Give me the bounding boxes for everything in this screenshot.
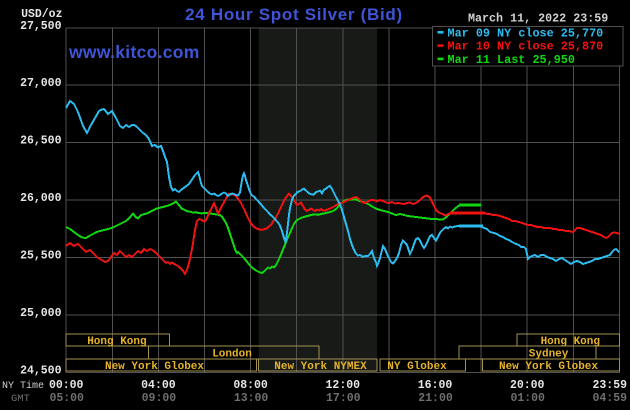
svg-text:25,500: 25,500 <box>20 250 62 263</box>
svg-text:00:00: 00:00 <box>49 379 84 392</box>
svg-text:Mar 11 Last 25,950: Mar 11 Last 25,950 <box>448 53 575 67</box>
svg-text:New York Globex: New York Globex <box>105 361 204 373</box>
svg-text:04:00: 04:00 <box>141 379 176 392</box>
svg-text:04:59: 04:59 <box>592 392 627 405</box>
svg-text:Hong Kong: Hong Kong <box>87 336 146 348</box>
svg-text:March 11, 2022 23:59: March 11, 2022 23:59 <box>468 12 608 26</box>
svg-text:Sydney: Sydney <box>529 349 569 361</box>
svg-text:26,000: 26,000 <box>20 192 62 205</box>
svg-text:London: London <box>212 349 252 361</box>
svg-text:17:00: 17:00 <box>326 392 361 405</box>
svg-text:05:00: 05:00 <box>49 392 84 405</box>
svg-text:27,000: 27,000 <box>20 77 62 90</box>
svg-text:www.kitco.com: www.kitco.com <box>68 42 200 62</box>
svg-text:01:00: 01:00 <box>510 392 545 405</box>
svg-text:24 Hour Spot Silver (Bid): 24 Hour Spot Silver (Bid) <box>185 5 403 24</box>
svg-text:20:00: 20:00 <box>510 379 545 392</box>
svg-text:NY Globex: NY Globex <box>387 361 447 373</box>
svg-text:24,500: 24,500 <box>20 365 62 378</box>
svg-text:08:00: 08:00 <box>233 379 268 392</box>
svg-text:23:59: 23:59 <box>592 379 627 392</box>
svg-text:09:00: 09:00 <box>142 392 177 405</box>
svg-text:Hong Kong: Hong Kong <box>541 336 600 348</box>
svg-text:12:00: 12:00 <box>326 379 361 392</box>
svg-text:New York NYMEX: New York NYMEX <box>274 361 367 373</box>
svg-text:USD/oz: USD/oz <box>21 8 63 21</box>
svg-text:25,000: 25,000 <box>20 307 62 320</box>
svg-text:NY Time: NY Time <box>2 380 44 392</box>
svg-text:GMT: GMT <box>11 393 30 405</box>
svg-text:27,500: 27,500 <box>20 20 62 33</box>
svg-text:26,500: 26,500 <box>20 135 62 148</box>
svg-text:21:00: 21:00 <box>418 392 453 405</box>
svg-text:Mar 10 NY close 25,870: Mar 10 NY close 25,870 <box>448 40 604 54</box>
svg-text:16:00: 16:00 <box>418 379 453 392</box>
svg-text:New York Globex: New York Globex <box>499 361 598 373</box>
svg-text:13:00: 13:00 <box>234 392 269 405</box>
svg-text:Mar 09 NY close 25,770: Mar 09 NY close 25,770 <box>448 26 604 40</box>
